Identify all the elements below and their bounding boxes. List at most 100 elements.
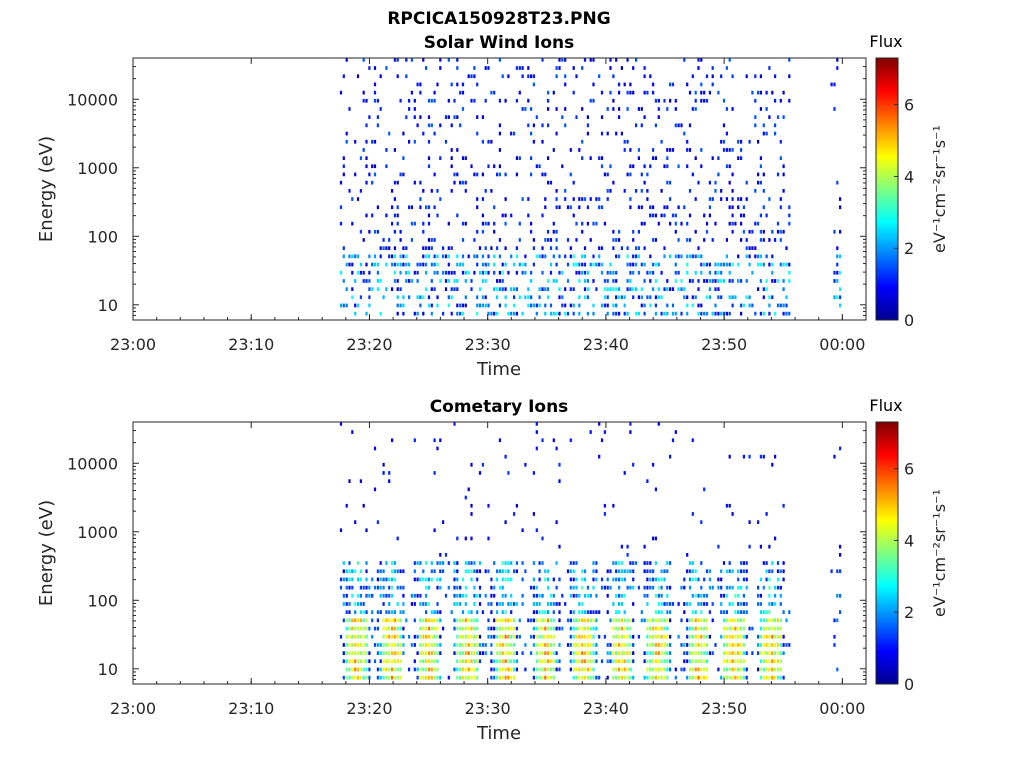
heatmap-cell xyxy=(703,279,706,283)
heatmap-cell xyxy=(416,262,419,267)
heatmap-cell xyxy=(436,610,439,614)
heatmap-cell xyxy=(513,618,516,623)
heatmap-cell xyxy=(368,593,371,598)
heatmap-cell xyxy=(626,287,629,291)
heatmap-cell xyxy=(510,667,513,672)
heatmap-cell xyxy=(666,279,669,283)
heatmap-cell xyxy=(745,577,748,582)
heatmap-cell xyxy=(501,618,504,623)
heatmap-cell xyxy=(379,659,382,664)
heatmap-cell xyxy=(464,561,467,565)
heatmap-cell xyxy=(393,180,396,185)
heatmap-cell xyxy=(615,593,618,598)
heatmap-cell xyxy=(447,675,450,680)
heatmap-cell xyxy=(564,303,567,308)
heatmap-cell xyxy=(765,131,768,136)
heatmap-cell xyxy=(600,90,604,95)
heatmap-cell xyxy=(688,651,692,655)
heatmap-cell xyxy=(513,626,516,631)
heatmap-cell xyxy=(569,610,572,614)
heatmap-cell xyxy=(700,58,703,62)
heatmap-cell xyxy=(518,295,521,300)
heatmap-cell xyxy=(356,626,360,631)
heatmap-cell xyxy=(444,115,448,119)
heatmap-cell xyxy=(649,659,652,664)
heatmap-cell xyxy=(541,618,544,623)
heatmap-cell xyxy=(737,659,740,664)
heatmap-cell xyxy=(558,618,561,623)
heatmap-cell xyxy=(740,311,743,316)
heatmap-cell xyxy=(765,675,768,680)
heatmap-cell xyxy=(501,279,504,283)
heatmap-cell xyxy=(365,262,368,267)
heatmap-cell xyxy=(354,634,357,639)
heatmap-cell xyxy=(461,254,465,259)
heatmap-cell xyxy=(595,569,598,574)
heatmap-cell xyxy=(402,585,405,590)
heatmap-cell xyxy=(728,561,731,565)
heatmap-cell xyxy=(433,270,436,275)
heatmap-cell xyxy=(447,303,450,308)
heatmap-cell xyxy=(478,659,482,664)
heatmap-cell xyxy=(572,618,575,623)
heatmap-cell xyxy=(359,479,362,483)
heatmap-cell xyxy=(399,659,402,664)
heatmap-cell xyxy=(629,585,632,590)
heatmap-cell xyxy=(660,643,663,647)
heatmap-cell xyxy=(402,610,405,614)
heatmap-cell xyxy=(680,254,683,259)
heatmap-cell xyxy=(615,675,618,680)
heatmap-cell xyxy=(473,602,476,606)
heatmap-cell xyxy=(444,287,448,291)
heatmap-cell xyxy=(606,189,609,193)
heatmap-cell xyxy=(408,667,411,672)
heatmap-cell xyxy=(635,561,638,565)
heatmap-cell xyxy=(737,626,740,631)
heatmap-cell xyxy=(373,446,377,451)
heatmap-cell xyxy=(705,279,709,283)
heatmap-cell xyxy=(405,618,408,623)
heatmap-cell xyxy=(532,618,535,623)
heatmap-cell xyxy=(595,651,598,655)
heatmap-cell xyxy=(356,561,360,565)
heatmap-cell xyxy=(700,90,703,95)
heatmap-cell xyxy=(498,254,501,259)
heatmap-cell xyxy=(368,115,371,119)
heatmap-cell xyxy=(376,270,379,275)
heatmap-cell xyxy=(362,659,365,664)
heatmap-cell xyxy=(728,667,731,672)
heatmap-cell xyxy=(362,618,365,623)
heatmap-cell xyxy=(555,131,558,136)
heatmap-cell xyxy=(436,254,439,259)
heatmap-cell xyxy=(765,643,768,647)
heatmap-cell xyxy=(765,107,768,111)
heatmap-cell xyxy=(362,238,365,242)
heatmap-cell xyxy=(595,561,598,565)
heatmap-cell xyxy=(521,66,524,70)
heatmap-cell xyxy=(618,610,621,614)
heatmap-cell xyxy=(493,618,496,623)
heatmap-cell xyxy=(487,221,490,226)
heatmap-cell xyxy=(342,593,345,598)
heatmap-cell xyxy=(592,279,595,283)
heatmap-cell xyxy=(498,626,501,631)
heatmap-cell xyxy=(768,602,771,606)
heatmap-cell xyxy=(581,618,584,623)
heatmap-cell xyxy=(351,593,354,598)
heatmap-cell xyxy=(535,667,538,672)
heatmap-cell xyxy=(549,659,553,664)
heatmap-cell xyxy=(399,618,402,623)
heatmap-cell xyxy=(612,270,615,275)
heatmap-cell xyxy=(555,107,558,111)
heatmap-cell xyxy=(708,213,711,218)
heatmap-cell xyxy=(637,156,640,160)
heatmap-cell xyxy=(484,221,487,226)
heatmap-cell xyxy=(425,626,428,631)
heatmap-cell xyxy=(606,270,609,275)
heatmap-cell xyxy=(456,58,459,62)
heatmap-cell xyxy=(640,189,643,193)
heatmap-cell xyxy=(757,593,760,598)
heatmap-cell xyxy=(501,602,504,606)
heatmap-cell xyxy=(711,238,714,242)
heatmap-cell xyxy=(762,262,765,267)
